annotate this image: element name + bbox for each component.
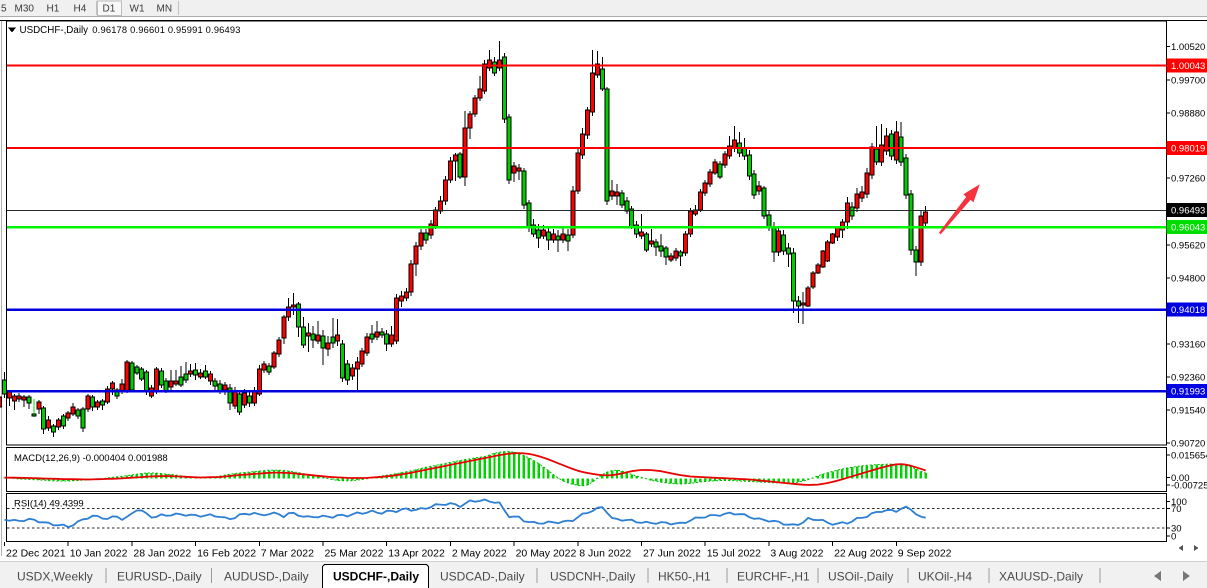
- svg-text:0.98019: 0.98019: [1171, 144, 1205, 155]
- svg-text:UKOil-,H4: UKOil-,H4: [918, 570, 972, 584]
- svg-text:0.97260: 0.97260: [1171, 174, 1205, 185]
- svg-text:0.99700: 0.99700: [1171, 76, 1205, 87]
- svg-text:D1: D1: [103, 4, 116, 15]
- svg-text:0.015654: 0.015654: [1171, 451, 1207, 462]
- svg-text:7 Mar 2022: 7 Mar 2022: [261, 548, 314, 560]
- svg-text:0: 0: [1171, 532, 1176, 543]
- svg-text:0.96043: 0.96043: [1171, 223, 1205, 234]
- svg-text:MN: MN: [157, 4, 173, 15]
- svg-text:0.92360: 0.92360: [1171, 373, 1205, 384]
- svg-text:10 Jan 2022: 10 Jan 2022: [70, 548, 128, 560]
- svg-text:13 Apr 2022: 13 Apr 2022: [388, 548, 445, 560]
- svg-text:30: 30: [1171, 523, 1182, 534]
- svg-text:25 Mar 2022: 25 Mar 2022: [325, 548, 384, 560]
- svg-text:M30: M30: [15, 4, 35, 15]
- svg-text:AUDUSD-,Daily: AUDUSD-,Daily: [224, 570, 309, 584]
- svg-text:16 Feb 2022: 16 Feb 2022: [197, 548, 256, 560]
- svg-text:0.91993: 0.91993: [1171, 387, 1205, 398]
- svg-text:0.00: 0.00: [1171, 473, 1190, 484]
- svg-text:0.90720: 0.90720: [1171, 439, 1205, 450]
- svg-text:MACD(12,26,9) -0.000404 0.0019: MACD(12,26,9) -0.000404 0.001988: [14, 453, 168, 464]
- svg-text:RSI(14) 49.4399: RSI(14) 49.4399: [14, 499, 84, 510]
- svg-text:15 Jul 2022: 15 Jul 2022: [707, 548, 761, 560]
- svg-text:0.94018: 0.94018: [1171, 305, 1205, 316]
- svg-text:HK50-,H1: HK50-,H1: [658, 570, 711, 584]
- svg-text:1.00043: 1.00043: [1171, 61, 1205, 72]
- svg-text:EURCHF-,H1: EURCHF-,H1: [737, 570, 810, 584]
- svg-text:8 Jun 2022: 8 Jun 2022: [579, 548, 631, 560]
- svg-text:USDCNH-,Daily: USDCNH-,Daily: [550, 570, 635, 584]
- svg-text:70: 70: [1171, 504, 1182, 515]
- svg-text:USOil-,Daily: USOil-,Daily: [828, 570, 893, 584]
- svg-text:USDX,Weekly: USDX,Weekly: [17, 570, 93, 584]
- svg-text:USDCHF-,Daily: USDCHF-,Daily: [333, 570, 419, 584]
- svg-text:22 Aug 2022: 22 Aug 2022: [834, 548, 893, 560]
- svg-text:XAUUSD-,Daily: XAUUSD-,Daily: [999, 570, 1083, 584]
- svg-text:H4: H4: [74, 4, 87, 15]
- svg-text:27 Jun 2022: 27 Jun 2022: [643, 548, 701, 560]
- svg-text:100: 100: [1171, 497, 1187, 508]
- svg-text:0.98880: 0.98880: [1171, 109, 1205, 120]
- svg-text:0.93160: 0.93160: [1171, 340, 1205, 351]
- svg-text:2 May 2022: 2 May 2022: [452, 548, 507, 560]
- svg-text:-0.007259: -0.007259: [1171, 480, 1207, 491]
- svg-text:USDCHF-,Daily: USDCHF-,Daily: [20, 25, 89, 36]
- svg-text:3 Aug 2022: 3 Aug 2022: [770, 548, 823, 560]
- svg-text:0.96493: 0.96493: [1171, 206, 1205, 217]
- svg-text:1.00520: 1.00520: [1171, 42, 1205, 53]
- svg-text:5: 5: [1, 4, 7, 15]
- svg-text:22 Dec 2021: 22 Dec 2021: [6, 548, 66, 560]
- svg-text:9 Sep 2022: 9 Sep 2022: [898, 548, 952, 560]
- svg-text:28 Jan 2022: 28 Jan 2022: [133, 548, 191, 560]
- svg-text:H1: H1: [47, 4, 60, 15]
- svg-text:0.91540: 0.91540: [1171, 406, 1205, 417]
- svg-text:0.94800: 0.94800: [1171, 274, 1205, 285]
- svg-text:W1: W1: [130, 4, 145, 15]
- svg-text:0.96178 0.96601 0.95991 0.9649: 0.96178 0.96601 0.95991 0.96493: [92, 25, 240, 35]
- svg-text:USDCAD-,Daily: USDCAD-,Daily: [440, 570, 525, 584]
- svg-text:EURUSD-,Daily: EURUSD-,Daily: [117, 570, 202, 584]
- svg-text:0.95620: 0.95620: [1171, 241, 1205, 252]
- svg-text:20 May 2022: 20 May 2022: [516, 548, 577, 560]
